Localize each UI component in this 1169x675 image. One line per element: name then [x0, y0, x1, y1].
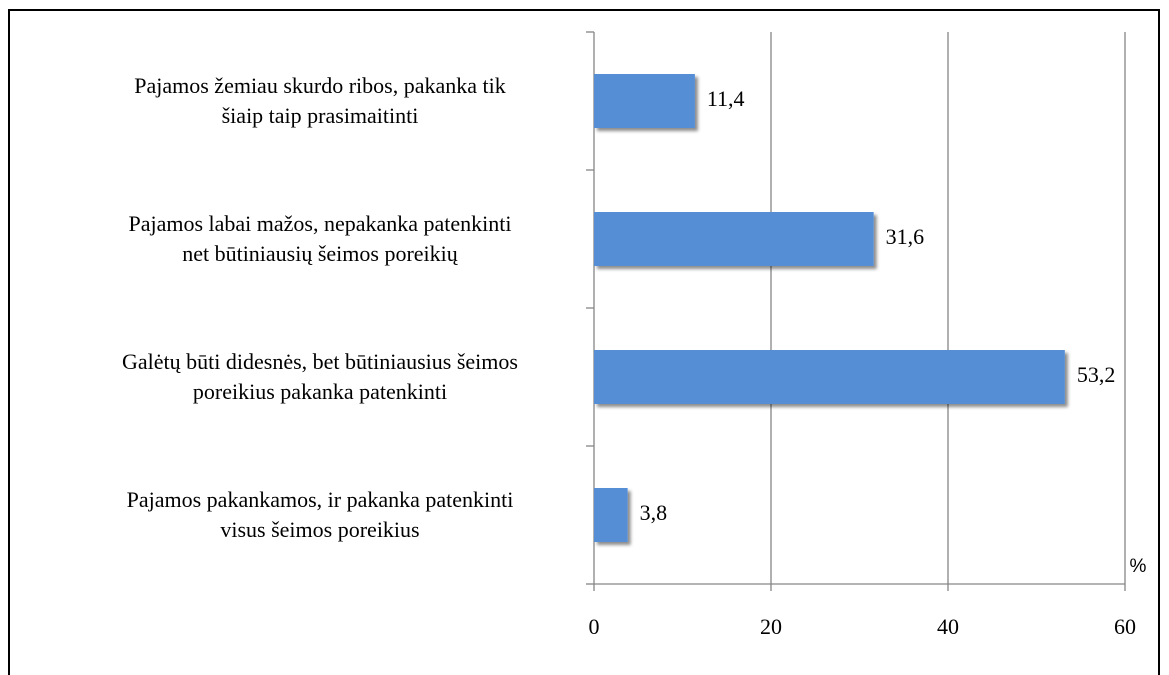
y-tick-label: Galėtų būti didesnės, bet būtiniausius š…: [122, 349, 518, 404]
y-tick-label: Pajamos žemiau skurdo ribos, pakanka tik…: [134, 73, 506, 128]
x-tick-label: 60: [1114, 614, 1136, 639]
value-label: 3,8: [640, 500, 668, 525]
y-tick-label: Pajamos pakankamos, ir pakanka patenkint…: [126, 487, 514, 542]
bar: [594, 350, 1065, 404]
bar: [594, 488, 628, 542]
bar: [594, 74, 695, 128]
axis-unit: %: [1130, 556, 1147, 577]
bar: [594, 212, 874, 266]
value-label: 53,2: [1077, 362, 1116, 387]
value-label: 31,6: [886, 224, 925, 249]
value-label: 11,4: [707, 86, 745, 111]
y-tick-label: Pajamos labai mažos, nepakanka patenkint…: [128, 211, 512, 266]
x-tick-label: 40: [937, 614, 959, 639]
x-tick-label: 0: [589, 614, 600, 639]
frame: [8, 9, 1160, 675]
x-tick-label: 20: [760, 614, 782, 639]
